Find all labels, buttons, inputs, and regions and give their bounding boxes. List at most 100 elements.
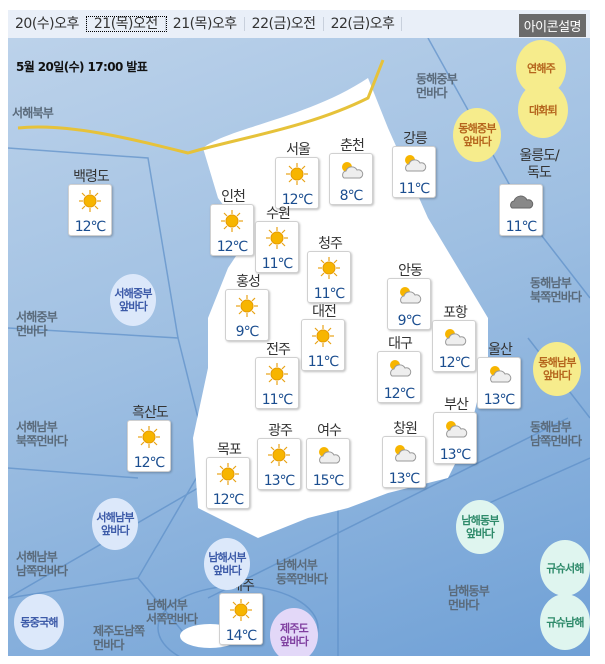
tab-20-pm[interactable]: 20(수)오후: [8, 17, 87, 31]
sea-zone-bubble[interactable]: 남해동부 앞바다: [456, 500, 504, 554]
city-forecast[interactable]: 제주 14℃: [219, 575, 265, 645]
city-name: 춘천: [340, 138, 365, 154]
forecast-card: 8℃: [329, 153, 373, 205]
city-forecast[interactable]: 목포 12℃: [206, 439, 252, 509]
city-forecast[interactable]: 서울 12℃: [275, 139, 321, 209]
forecast-card: 14℃: [219, 593, 263, 645]
forecast-card: 9℃: [225, 289, 269, 341]
city-name: 포항: [443, 305, 468, 321]
sea-area-label: 남해서부 동쪽먼바다: [276, 558, 328, 586]
city-forecast[interactable]: 울릉도/독도 11℃: [499, 148, 560, 236]
temperature: 12℃: [281, 192, 314, 208]
partly-cloudy-icon: [442, 417, 468, 445]
city-forecast[interactable]: 부산 13℃: [433, 394, 479, 464]
sea-area-label: 동해중부 먼바다: [416, 72, 458, 100]
sea-zone-bubble[interactable]: 남해서부 앞바다: [204, 538, 250, 590]
city-name: 여수: [317, 423, 342, 439]
temperature: 11℃: [398, 181, 431, 197]
city-forecast[interactable]: 백령도 12℃: [68, 166, 114, 236]
city-forecast[interactable]: 여수 15℃: [306, 420, 352, 490]
city-name: 강릉: [403, 131, 428, 147]
forecast-card: 12℃: [206, 457, 250, 509]
sea-zone-bubble[interactable]: 서해남부 앞바다: [92, 498, 138, 550]
sea-area-label: 제주도남쪽 먼바다: [93, 624, 145, 652]
temperature: 9℃: [235, 324, 260, 340]
partly-cloudy-icon: [401, 151, 427, 179]
temperature: 13℃: [263, 473, 296, 489]
cloudy-icon: [508, 189, 534, 217]
city-forecast[interactable]: 울산 13℃: [477, 339, 523, 409]
sea-zone-bubble[interactable]: 제주도 앞바다: [270, 608, 318, 656]
city-forecast[interactable]: 강릉 11℃: [392, 128, 438, 198]
forecast-card: 12℃: [432, 320, 476, 372]
sea-zone-bubble[interactable]: 규슈서해: [540, 540, 590, 596]
partly-cloudy-icon: [338, 158, 364, 186]
partly-cloudy-icon: [396, 283, 422, 311]
forecast-card: 9℃: [387, 278, 431, 330]
sea-zone-bubble[interactable]: 동중국해: [14, 594, 64, 650]
city-forecast[interactable]: 광주 13℃: [257, 420, 303, 490]
temperature: 13℃: [439, 447, 472, 463]
city-name: 전주: [266, 342, 291, 358]
partly-cloudy-icon: [315, 443, 341, 471]
partly-cloudy-icon: [391, 441, 417, 469]
sea-area-label: 남해동부 먼바다: [448, 584, 490, 612]
city-forecast[interactable]: 대전 11℃: [301, 301, 347, 371]
sea-zone-bubble[interactable]: 동해남부 앞바다: [533, 342, 581, 396]
forecast-card: 13℃: [477, 357, 521, 409]
city-name: 청주: [318, 236, 343, 252]
city-name: 부산: [444, 397, 469, 413]
partly-cloudy-icon: [441, 325, 467, 353]
city-forecast[interactable]: 인천 12℃: [210, 186, 256, 256]
sun-icon: [77, 189, 103, 217]
sea-zone-bubble[interactable]: 규슈남해: [540, 594, 590, 650]
city-forecast[interactable]: 포항 12℃: [432, 302, 478, 372]
city-forecast[interactable]: 청주 11℃: [307, 233, 353, 303]
forecast-card: 12℃: [377, 351, 421, 403]
icon-legend-button[interactable]: 아이콘설명: [518, 14, 586, 37]
temperature: 12℃: [383, 386, 416, 402]
sea-area-label: 서해남부 북쪽먼바다: [16, 420, 68, 448]
city-forecast[interactable]: 흑산도 12℃: [127, 402, 173, 472]
sun-icon: [136, 425, 162, 453]
sea-zone-bubble[interactable]: 서해중부 앞바다: [110, 274, 156, 326]
temperature: 12℃: [133, 455, 166, 471]
city-name: 울릉도/독도: [519, 148, 559, 181]
tab-21-pm[interactable]: 21(목)오후: [166, 17, 245, 31]
city-forecast[interactable]: 춘천 8℃: [329, 135, 375, 205]
tab-21-am[interactable]: 21(목)오전: [85, 16, 167, 32]
temperature: 13℃: [388, 471, 421, 487]
forecast-card: 12℃: [275, 157, 319, 209]
forecast-card: 11℃: [307, 251, 351, 303]
city-forecast[interactable]: 전주 11℃: [255, 339, 301, 409]
sun-icon: [310, 324, 336, 352]
sea-area-label: 남해서부 서쪽먼바다: [146, 598, 198, 626]
sea-area-label: 동해남부 북쪽먼바다: [530, 276, 582, 304]
city-forecast[interactable]: 수원 11℃: [255, 203, 301, 273]
sea-area-label: 서해중부 먼바다: [16, 310, 58, 338]
sun-icon: [266, 443, 292, 471]
partly-cloudy-icon: [486, 362, 512, 390]
city-name: 광주: [268, 423, 293, 439]
sea-zone-bubble[interactable]: 대화퇴: [518, 82, 568, 138]
city-name: 인천: [221, 189, 246, 205]
city-name: 서울: [286, 142, 311, 158]
sea-area-label: 동해남부 남쪽먼바다: [530, 420, 582, 448]
city-forecast[interactable]: 홍성 9℃: [225, 271, 271, 341]
weather-map: 5월 20일(수) 17:00 발표 백령도 12℃ 서울 12℃ 춘천 8℃ 강릉 11℃ 울…: [8, 38, 590, 656]
forecast-card: 12℃: [68, 184, 112, 236]
tab-22-am[interactable]: 22(금)오전: [245, 17, 324, 31]
sea-zone-bubble[interactable]: 동해중부 앞바다: [453, 108, 501, 162]
forecast-card: 11℃: [392, 146, 436, 198]
temperature: 11℃: [313, 286, 346, 302]
forecast-card: 13℃: [433, 412, 477, 464]
sun-icon: [219, 209, 245, 237]
tab-22-pm[interactable]: 22(금)오후: [324, 17, 403, 31]
temperature: 8℃: [339, 188, 364, 204]
sun-icon: [264, 226, 290, 254]
city-name: 대전: [312, 304, 337, 320]
city-forecast[interactable]: 대구 12℃: [377, 333, 423, 403]
temperature: 11℃: [307, 354, 340, 370]
city-forecast[interactable]: 창원 13℃: [382, 418, 428, 488]
city-forecast[interactable]: 안동 9℃: [387, 260, 433, 330]
